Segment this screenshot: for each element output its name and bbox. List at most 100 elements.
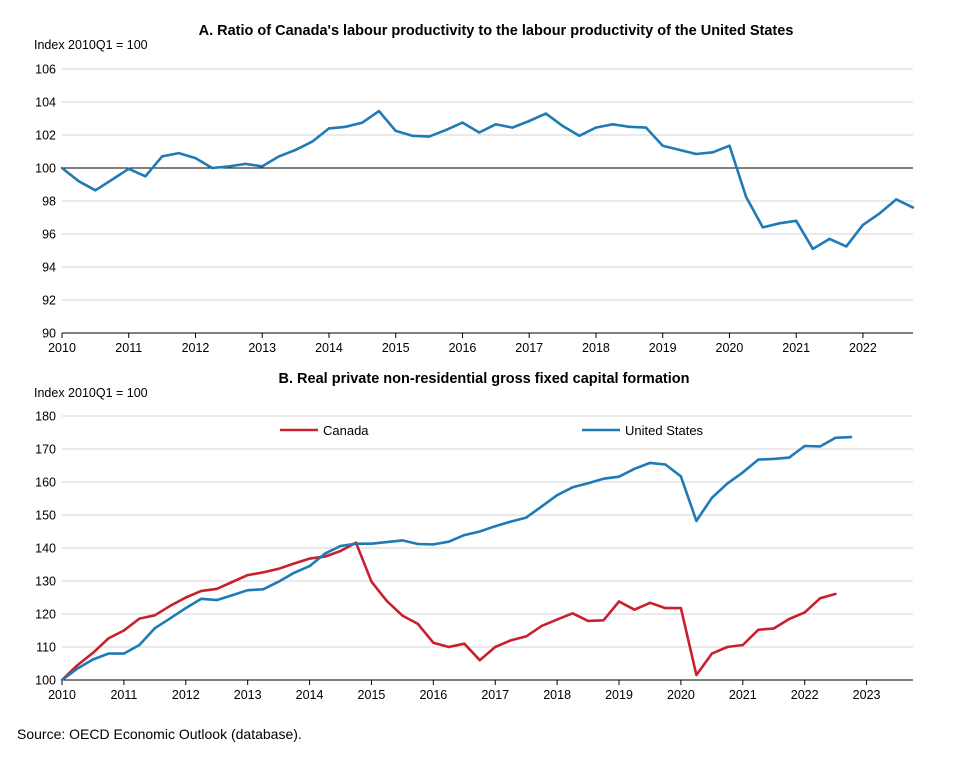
x-tick-label-2011: 2011 <box>110 688 137 702</box>
data-point-united-states-38 <box>648 461 652 465</box>
data-point-united-states-45 <box>757 458 760 461</box>
panel-a-data-points <box>60 109 915 251</box>
data-point-canada-33 <box>571 612 574 615</box>
data-point-united-states-8 <box>184 606 187 610</box>
data-point-united-states-5 <box>138 643 141 647</box>
data-point-canada-14 <box>277 567 280 570</box>
y-tick-label-98: 98 <box>42 195 56 209</box>
data-point-canada-34 <box>586 619 590 623</box>
data-point-united-states-25 <box>447 540 450 543</box>
data-point-canada-united-states-44 <box>795 219 798 222</box>
x-tick-label-2020: 2020 <box>716 341 744 355</box>
data-point-canada-united-states-42 <box>761 226 764 229</box>
y-tick-label-102: 102 <box>35 129 56 143</box>
data-point-canada-united-states-27 <box>511 126 514 129</box>
panel-a-y-tick-labels: 90 92 94 96 98 100 102 104 106 <box>35 63 56 341</box>
data-point-canada-united-states-15 <box>311 140 314 143</box>
data-point-united-states-50 <box>834 436 837 439</box>
data-point-canada-united-states-23 <box>444 128 447 132</box>
data-point-canada-18 <box>339 549 342 553</box>
x-tick-label-2014: 2014 <box>296 688 324 702</box>
data-point-united-states-7 <box>169 617 172 620</box>
data-point-canada-42 <box>710 652 714 655</box>
data-point-canada-united-states-35 <box>644 126 648 129</box>
x-tick-label-2022: 2022 <box>849 341 877 355</box>
data-point-canada-united-states-22 <box>427 135 431 138</box>
panel-b-y-tick-labels: 100 110 120 130 140 150 160 170 180 <box>35 410 56 688</box>
data-point-canada-44 <box>741 643 744 647</box>
data-point-canada-11 <box>231 580 234 584</box>
data-point-united-states-39 <box>664 463 667 466</box>
y-tick-label-100: 100 <box>35 162 56 176</box>
data-point-united-states-16 <box>308 564 311 568</box>
data-point-canada-17 <box>323 555 327 558</box>
data-point-united-states-15 <box>292 571 296 574</box>
data-point-canada-united-states-50 <box>895 198 898 201</box>
data-point-canada-united-states-12 <box>261 165 264 168</box>
x-tick-label-2014: 2014 <box>315 341 343 355</box>
series-line-canada-us-ratio <box>61 109 914 251</box>
data-point-united-states-22 <box>401 539 404 542</box>
data-point-canada-united-states-36 <box>661 144 664 147</box>
x-tick-label-2021: 2021 <box>729 688 757 702</box>
data-point-canada-united-states-5 <box>144 175 147 178</box>
data-point-united-states-9 <box>200 597 203 600</box>
data-point-united-states-51 <box>849 435 853 439</box>
data-point-united-states-33 <box>571 486 574 489</box>
data-point-canada-united-states-46 <box>828 237 831 241</box>
data-point-united-states-2 <box>91 658 95 661</box>
data-point-united-states-21 <box>385 540 389 544</box>
x-tick-label-2015: 2015 <box>358 688 386 702</box>
panel-b-legend: Canada United States <box>280 423 704 438</box>
data-point-canada-2 <box>91 651 95 655</box>
data-point-canada-united-states-47 <box>845 245 848 248</box>
x-tick-label-2022: 2022 <box>791 688 819 702</box>
data-point-united-states-40 <box>679 475 683 478</box>
data-point-united-states-47 <box>788 456 791 459</box>
data-point-canada-15 <box>292 562 296 565</box>
y-tick-label-160: 160 <box>35 476 56 490</box>
data-point-canada-united-states-13 <box>277 155 281 158</box>
x-tick-label-2012: 2012 <box>182 341 210 355</box>
y-tick-label-100: 100 <box>35 674 56 688</box>
y-tick-label-130: 130 <box>35 575 56 589</box>
data-point-united-states-24 <box>432 543 435 546</box>
source-note: Source: OECD Economic Outlook (database)… <box>17 726 302 742</box>
x-tick-label-2017: 2017 <box>515 341 543 355</box>
data-point-canada-united-states-41 <box>744 195 748 199</box>
panel-a-productivity-ratio: A. Ratio of Canada's labour productivity… <box>34 23 915 355</box>
data-point-united-states-49 <box>819 445 822 448</box>
data-point-canada-united-states-48 <box>861 223 865 227</box>
data-point-canada-united-states-49 <box>878 212 881 215</box>
data-point-united-states-34 <box>586 482 590 485</box>
data-point-united-states-19 <box>354 542 358 545</box>
panel-b-data-points <box>60 435 853 682</box>
data-point-canada-united-states-4 <box>127 167 130 170</box>
x-tick-label-2018: 2018 <box>543 688 571 702</box>
data-point-canada-13 <box>261 571 265 574</box>
data-point-canada-9 <box>200 589 203 593</box>
data-point-canada-united-states-29 <box>544 112 548 115</box>
data-point-canada-35 <box>602 619 605 622</box>
series-line-canada <box>61 541 836 681</box>
data-point-united-states-18 <box>339 544 342 548</box>
data-point-canada-25 <box>447 645 450 649</box>
x-tick-label-2016: 2016 <box>449 341 477 355</box>
data-point-canada-united-states-37 <box>678 148 681 152</box>
data-point-canada-16 <box>308 557 311 560</box>
data-point-canada-32 <box>555 618 559 621</box>
y-tick-label-140: 140 <box>35 542 56 556</box>
data-point-canada-united-states-34 <box>628 125 631 128</box>
data-point-united-states-32 <box>555 494 559 497</box>
data-point-canada-united-states-38 <box>694 152 698 156</box>
x-tick-label-2013: 2013 <box>234 688 262 702</box>
x-tick-label-2012: 2012 <box>172 688 200 702</box>
x-tick-label-2010: 2010 <box>48 688 76 702</box>
data-point-united-states-37 <box>633 467 636 470</box>
data-point-united-states-10 <box>215 598 218 602</box>
data-point-canada-7 <box>169 604 172 607</box>
y-tick-label-90: 90 <box>42 327 56 341</box>
data-point-canada-40 <box>679 606 683 610</box>
data-point-canada-united-states-24 <box>461 121 464 124</box>
data-point-canada-united-states-51 <box>911 206 915 209</box>
